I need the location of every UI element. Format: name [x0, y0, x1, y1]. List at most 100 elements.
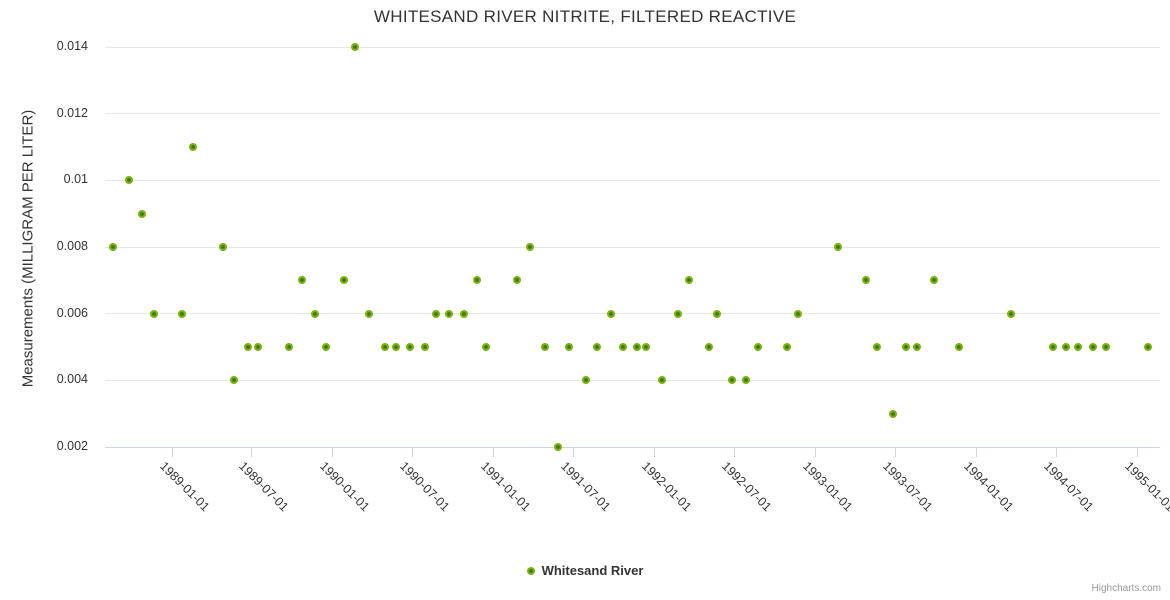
data-point[interactable] — [1006, 309, 1015, 318]
x-axis-tick-label: 1994-07-01 — [1040, 459, 1096, 515]
y-gridline — [105, 313, 1160, 315]
data-point[interactable] — [872, 343, 881, 351]
data-point[interactable] — [619, 343, 628, 351]
x-axis-tick — [171, 447, 173, 457]
y-gridline — [105, 179, 1160, 181]
data-point[interactable] — [606, 309, 615, 318]
data-point[interactable] — [284, 343, 293, 351]
legend-item-whitesand-river[interactable]: Whitesand River — [526, 563, 643, 578]
data-point[interactable] — [150, 309, 159, 318]
data-point[interactable] — [632, 343, 641, 351]
data-point[interactable] — [177, 309, 186, 318]
x-axis-tick — [572, 447, 574, 457]
data-point[interactable] — [582, 376, 591, 385]
data-point[interactable] — [254, 343, 263, 351]
data-point[interactable] — [782, 343, 791, 351]
data-point[interactable] — [1061, 343, 1070, 351]
data-point[interactable] — [350, 43, 359, 51]
data-point[interactable] — [1143, 343, 1152, 351]
data-point[interactable] — [540, 343, 549, 351]
data-point[interactable] — [673, 309, 682, 318]
y-axis-tick-label: 0.01 — [63, 172, 88, 187]
x-axis-tick-label: 1992-07-01 — [719, 459, 775, 515]
data-point[interactable] — [365, 309, 374, 318]
x-axis-tick-label: 1995-01-01 — [1121, 459, 1170, 515]
x-axis-tick — [815, 447, 817, 457]
data-point[interactable] — [298, 276, 307, 285]
x-axis-tick — [653, 447, 655, 457]
data-point[interactable] — [753, 343, 762, 351]
data-point[interactable] — [481, 343, 490, 351]
y-gridline — [105, 246, 1160, 248]
x-axis-tick — [1136, 447, 1138, 457]
data-point[interactable] — [912, 343, 921, 351]
x-axis-tick-label: 1993-01-01 — [800, 459, 856, 515]
x-axis-tick — [734, 447, 736, 457]
data-point[interactable] — [888, 409, 897, 418]
data-point[interactable] — [954, 343, 963, 351]
data-point[interactable] — [460, 309, 469, 318]
data-point[interactable] — [525, 243, 534, 251]
data-point[interactable] — [727, 376, 736, 385]
data-point[interactable] — [513, 276, 521, 285]
x-axis-tick-label: 1992-01-01 — [639, 459, 695, 515]
data-point[interactable] — [405, 343, 414, 351]
data-point[interactable] — [834, 243, 843, 251]
data-point[interactable] — [1049, 343, 1058, 351]
x-axis-tick — [1055, 447, 1057, 457]
x-axis-tick — [412, 447, 414, 457]
data-point[interactable] — [712, 309, 721, 318]
y-axis-tick-label: 0.012 — [56, 105, 88, 120]
x-axis-tick-label: 1994-01-01 — [961, 459, 1017, 515]
x-axis-tick-label: 1990-01-01 — [317, 459, 373, 515]
data-point[interactable] — [930, 276, 939, 285]
data-point[interactable] — [321, 343, 330, 351]
data-point[interactable] — [794, 309, 802, 318]
data-point[interactable] — [861, 276, 870, 285]
data-point[interactable] — [742, 376, 751, 385]
data-point[interactable] — [391, 343, 400, 351]
data-point[interactable] — [339, 276, 348, 285]
x-axis-tick-label: 1990-07-01 — [397, 459, 453, 515]
data-point[interactable] — [218, 243, 227, 251]
data-point[interactable] — [564, 343, 573, 351]
data-point[interactable] — [243, 343, 252, 351]
data-point[interactable] — [109, 243, 118, 251]
data-point[interactable] — [431, 309, 440, 318]
data-point[interactable] — [138, 209, 147, 218]
x-axis-tick — [251, 447, 253, 457]
x-axis-tick-label: 1989-01-01 — [156, 459, 212, 515]
data-point[interactable] — [705, 343, 714, 351]
data-point[interactable] — [472, 276, 481, 285]
x-axis-tick-label: 1991-07-01 — [558, 459, 614, 515]
legend-marker-icon — [526, 566, 535, 575]
data-point[interactable] — [380, 343, 389, 351]
data-point[interactable] — [1073, 343, 1082, 351]
y-axis-tick-label: 0.004 — [56, 372, 88, 387]
y-axis-tick-label: 0.008 — [56, 239, 88, 253]
data-point[interactable] — [901, 343, 910, 351]
y-gridline — [105, 113, 1160, 115]
highcharts-credits-link[interactable]: Highcharts.com — [1091, 583, 1161, 594]
data-point[interactable] — [593, 343, 602, 351]
chart-title: WHITESAND RIVER NITRITE, FILTERED REACTI… — [373, 7, 797, 26]
data-point[interactable] — [684, 276, 693, 285]
data-point[interactable] — [553, 443, 562, 451]
x-axis-line — [105, 447, 1160, 448]
y-axis-tick-label: 0.002 — [56, 439, 88, 453]
data-point[interactable] — [1088, 343, 1097, 351]
x-axis-tick — [894, 447, 896, 457]
data-point[interactable] — [229, 376, 238, 385]
data-point[interactable] — [420, 343, 429, 351]
data-point[interactable] — [444, 309, 453, 318]
data-point[interactable] — [1101, 343, 1110, 351]
data-point[interactable] — [642, 343, 651, 351]
x-axis-tick — [493, 447, 495, 457]
data-point[interactable] — [310, 309, 319, 318]
y-gridline — [105, 46, 1160, 48]
data-point[interactable] — [657, 376, 666, 385]
data-point[interactable] — [188, 143, 197, 151]
data-point[interactable] — [124, 176, 133, 185]
x-axis-tick — [332, 447, 334, 457]
